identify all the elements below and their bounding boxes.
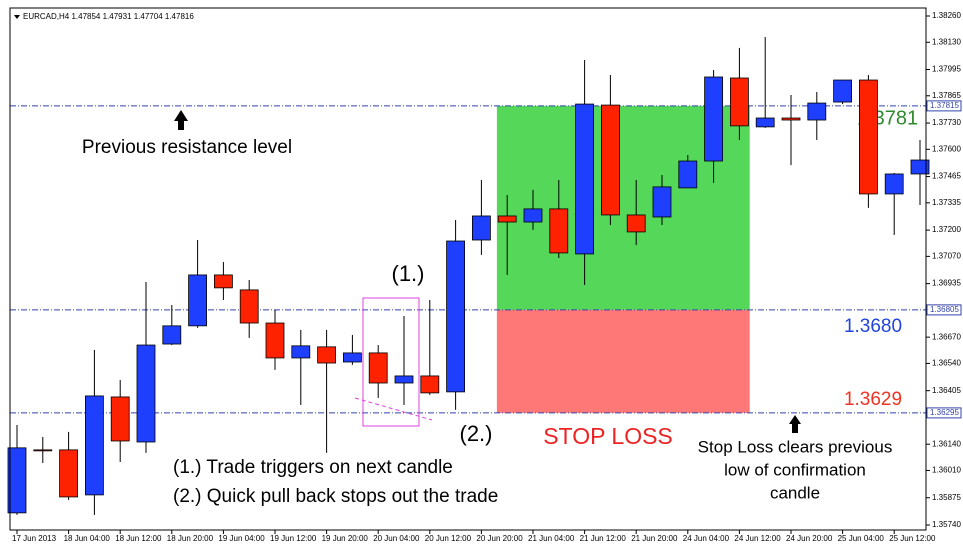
candle-body xyxy=(291,345,311,359)
annotation: STOP LOSS xyxy=(543,423,673,449)
candle-body xyxy=(59,449,78,498)
candle-body xyxy=(265,322,285,359)
candle-body xyxy=(342,352,362,363)
level-label: 1.36295 xyxy=(930,408,959,417)
x-tick-label: 21 Jun 20:00 xyxy=(631,534,678,543)
y-tick-label: 1.36140 xyxy=(932,439,961,448)
candle-body xyxy=(601,104,620,216)
candle-body xyxy=(884,173,904,195)
x-tick-label: 25 Jun 12:00 xyxy=(889,534,936,543)
candle-body xyxy=(626,214,646,233)
y-tick-label: 1.37730 xyxy=(932,118,961,127)
x-tick-label: 24 Jun 20:00 xyxy=(786,534,833,543)
x-tick-label: 21 Jun 04:00 xyxy=(528,534,575,543)
entry-label: 1.3680 xyxy=(844,316,902,337)
level-label: 1.37815 xyxy=(930,101,959,110)
candle-body xyxy=(420,375,440,394)
candle-body xyxy=(85,395,104,496)
candle-body xyxy=(136,344,156,443)
x-tick-label: 19 Jun 20:00 xyxy=(322,534,369,543)
y-tick-label: 1.36540 xyxy=(932,359,961,368)
y-tick-label: 1.36670 xyxy=(932,332,961,341)
y-tick-label: 1.36935 xyxy=(932,279,961,288)
pullback-line xyxy=(354,397,433,421)
x-tick-label: 20 Jun 12:00 xyxy=(425,534,472,543)
candle-body xyxy=(317,346,337,364)
arrow-up xyxy=(174,110,188,130)
stop-label: 1.3629 xyxy=(844,389,902,410)
chart-title: EURCAD,H4 1.47854 1.47931 1.47704 1.4781… xyxy=(23,12,194,21)
candle-body xyxy=(730,77,749,127)
arrow-up xyxy=(789,415,801,433)
level-box xyxy=(926,407,962,419)
annotation: (1.) Trade triggers on next candle xyxy=(173,457,453,478)
y-tick-label: 1.37200 xyxy=(932,225,961,234)
candle-body xyxy=(652,186,672,218)
candle-body xyxy=(368,352,388,384)
x-tick-label: 18 Jun 12:00 xyxy=(115,534,162,543)
x-tick-label: 18 Jun 04:00 xyxy=(64,534,111,543)
candle-body xyxy=(213,274,233,289)
annotation: (2.) Quick pull back stops out the trade xyxy=(173,486,498,507)
candle-body xyxy=(162,325,182,345)
x-tick-label: 18 Jun 20:00 xyxy=(167,534,214,543)
candle-body xyxy=(910,159,930,175)
annotation: (1.) xyxy=(392,261,425,286)
candle-body xyxy=(781,117,801,121)
candle-body xyxy=(110,396,130,442)
candle-body xyxy=(188,274,208,327)
x-tick-label: 20 Jun 20:00 xyxy=(476,534,523,543)
candle-body xyxy=(678,160,698,189)
candle-body xyxy=(859,79,878,195)
y-tick-label: 1.37865 xyxy=(932,91,961,100)
candle-body xyxy=(239,289,259,324)
x-tick-label: 17 Jun 2013 xyxy=(12,534,57,543)
x-tick-label: 24 Jun 04:00 xyxy=(683,534,730,543)
annotation: Previous resistance level xyxy=(82,137,292,158)
candle-body xyxy=(833,79,852,103)
annotation: candle xyxy=(770,483,820,502)
plot-frame xyxy=(9,7,927,531)
level-label: 1.36805 xyxy=(930,305,959,314)
candle-body xyxy=(755,117,775,128)
menu-arrow xyxy=(14,15,20,19)
candle-body xyxy=(471,215,491,241)
y-tick-label: 1.37995 xyxy=(932,65,961,74)
x-tick-label: 20 Jun 04:00 xyxy=(373,534,420,543)
x-tick-label: 19 Jun 12:00 xyxy=(270,534,317,543)
y-tick-label: 1.37070 xyxy=(932,251,961,260)
y-tick-label: 1.38130 xyxy=(932,37,961,46)
candle-body xyxy=(33,449,53,452)
zone xyxy=(496,309,750,413)
x-tick-label: 25 Jun 04:00 xyxy=(838,534,885,543)
candle-body xyxy=(575,103,594,255)
x-tick-label: 21 Jun 12:00 xyxy=(580,534,627,543)
level-box xyxy=(926,304,962,316)
annotation: low of confirmation xyxy=(724,460,866,479)
y-tick-label: 1.35740 xyxy=(932,520,961,529)
highlight-box xyxy=(362,297,420,427)
y-tick-label: 1.37465 xyxy=(932,172,961,181)
y-tick-label: 1.36010 xyxy=(932,466,961,475)
annotation: (2.) xyxy=(460,421,493,446)
level-box xyxy=(926,100,962,112)
candle-body xyxy=(549,208,569,254)
candle-body xyxy=(523,208,543,223)
x-tick-label: 19 Jun 04:00 xyxy=(218,534,265,543)
y-tick-label: 1.35875 xyxy=(932,493,961,502)
y-tick-label: 1.37600 xyxy=(932,144,961,153)
annotation: Stop Loss clears previous xyxy=(698,437,893,456)
candle-body xyxy=(807,102,827,121)
candle-body xyxy=(394,375,414,384)
candle-body xyxy=(446,240,466,393)
x-tick-label: 24 Jun 12:00 xyxy=(734,534,781,543)
candle-body xyxy=(497,215,517,223)
candle-body xyxy=(704,76,723,162)
y-tick-label: 1.37335 xyxy=(932,198,961,207)
candle-body xyxy=(7,447,27,514)
y-tick-label: 1.36405 xyxy=(932,386,961,395)
y-tick-label: 1.38260 xyxy=(932,11,961,20)
